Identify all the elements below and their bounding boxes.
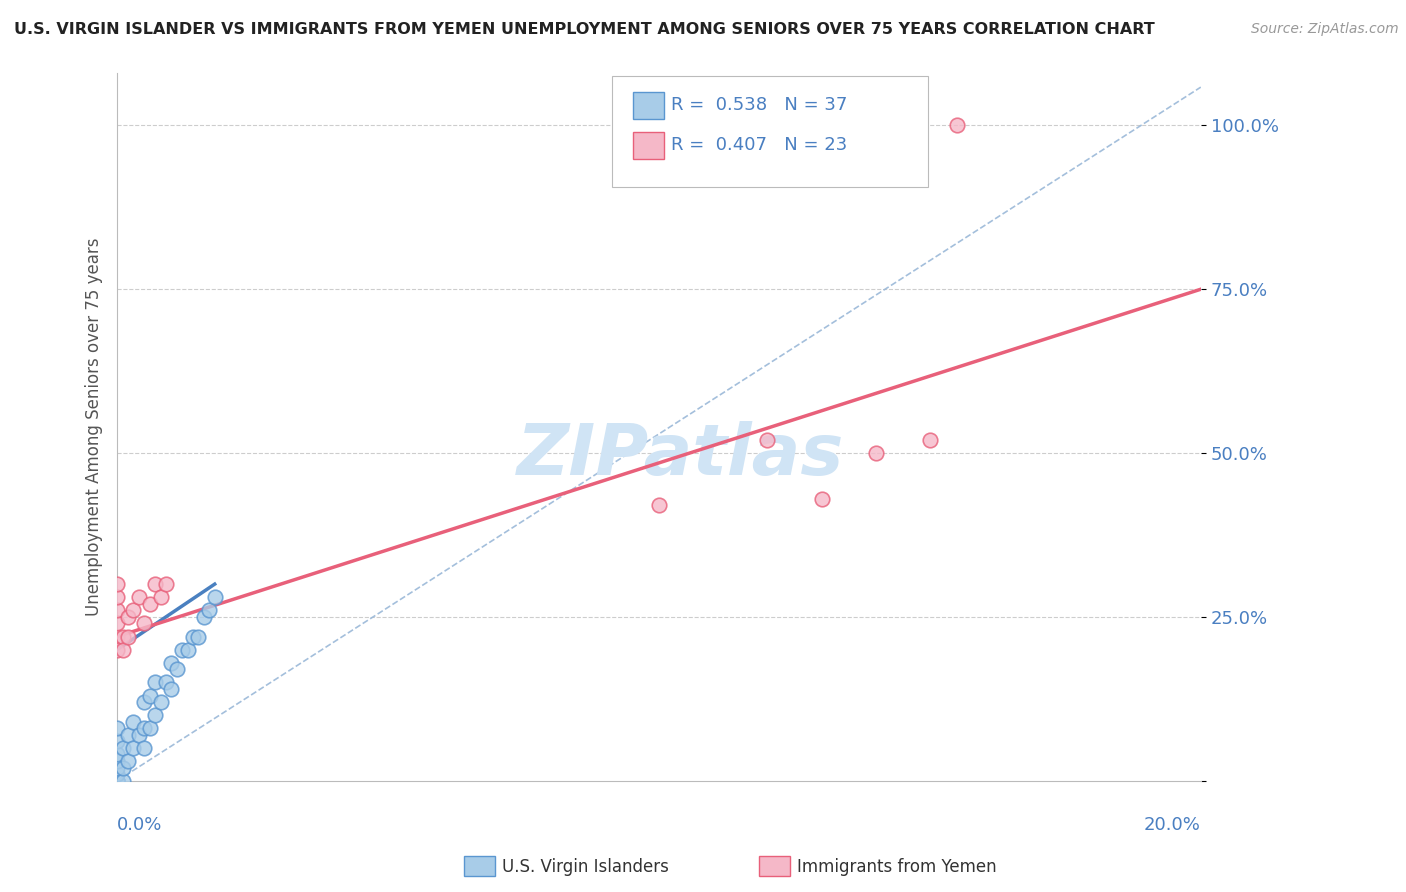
Text: Immigrants from Yemen: Immigrants from Yemen (797, 858, 997, 876)
Point (138, 689, 160, 703)
Point (105, 767, 128, 781)
Point (946, 119, 969, 133)
Point (143, 675, 166, 690)
Point (117, 630, 139, 644)
Text: R =  0.538   N = 37: R = 0.538 N = 37 (671, 96, 846, 114)
Point (138, 597, 160, 611)
Point (111, 761, 134, 775)
Point (117, 610, 139, 624)
Point (105, 761, 128, 775)
Point (155, 675, 177, 690)
Point (176, 642, 198, 657)
Point (155, 577, 177, 591)
Point (111, 642, 134, 657)
Point (149, 591, 172, 605)
Point (111, 740, 134, 755)
Point (187, 630, 209, 644)
Point (105, 577, 128, 591)
Point (166, 662, 188, 676)
Text: ZIPatlas: ZIPatlas (517, 421, 845, 490)
Point (204, 591, 226, 605)
Point (105, 773, 128, 788)
Point (160, 681, 183, 696)
Point (160, 656, 183, 670)
Point (105, 721, 128, 735)
Point (117, 754, 139, 768)
Point (134, 695, 156, 709)
Point (143, 577, 166, 591)
Text: Source: ZipAtlas.com: Source: ZipAtlas.com (1251, 22, 1399, 37)
Point (122, 714, 145, 729)
Point (122, 603, 145, 617)
Point (181, 630, 204, 644)
Point (105, 616, 128, 631)
Point (648, 499, 671, 513)
Point (149, 695, 172, 709)
Point (128, 591, 150, 605)
Point (111, 773, 134, 788)
Point (105, 773, 128, 788)
Point (105, 754, 128, 768)
Point (105, 734, 128, 748)
Point (128, 728, 150, 742)
Point (134, 721, 156, 735)
Point (193, 610, 215, 624)
Point (143, 708, 166, 723)
Point (105, 773, 128, 788)
Y-axis label: Unemployment Among Seniors over 75 years: Unemployment Among Seniors over 75 years (86, 237, 103, 616)
Point (198, 603, 221, 617)
Text: U.S. VIRGIN ISLANDER VS IMMIGRANTS FROM YEMEN UNEMPLOYMENT AMONG SENIORS OVER 75: U.S. VIRGIN ISLANDER VS IMMIGRANTS FROM … (14, 22, 1154, 37)
Point (105, 642, 128, 657)
Point (756, 433, 779, 447)
Text: R =  0.407   N = 23: R = 0.407 N = 23 (671, 136, 846, 154)
Point (134, 616, 156, 631)
Point (918, 433, 941, 447)
Point (105, 603, 128, 617)
Point (122, 740, 145, 755)
Text: U.S. Virgin Islanders: U.S. Virgin Islanders (502, 858, 669, 876)
Point (111, 630, 134, 644)
Text: 0.0%: 0.0% (117, 816, 163, 834)
Point (865, 446, 887, 460)
Point (810, 491, 832, 506)
Point (105, 591, 128, 605)
Point (172, 642, 194, 657)
Point (105, 773, 128, 788)
Point (138, 721, 160, 735)
Point (117, 728, 139, 742)
Text: 20.0%: 20.0% (1144, 816, 1201, 834)
Point (105, 630, 128, 644)
Point (105, 747, 128, 762)
Point (134, 740, 156, 755)
